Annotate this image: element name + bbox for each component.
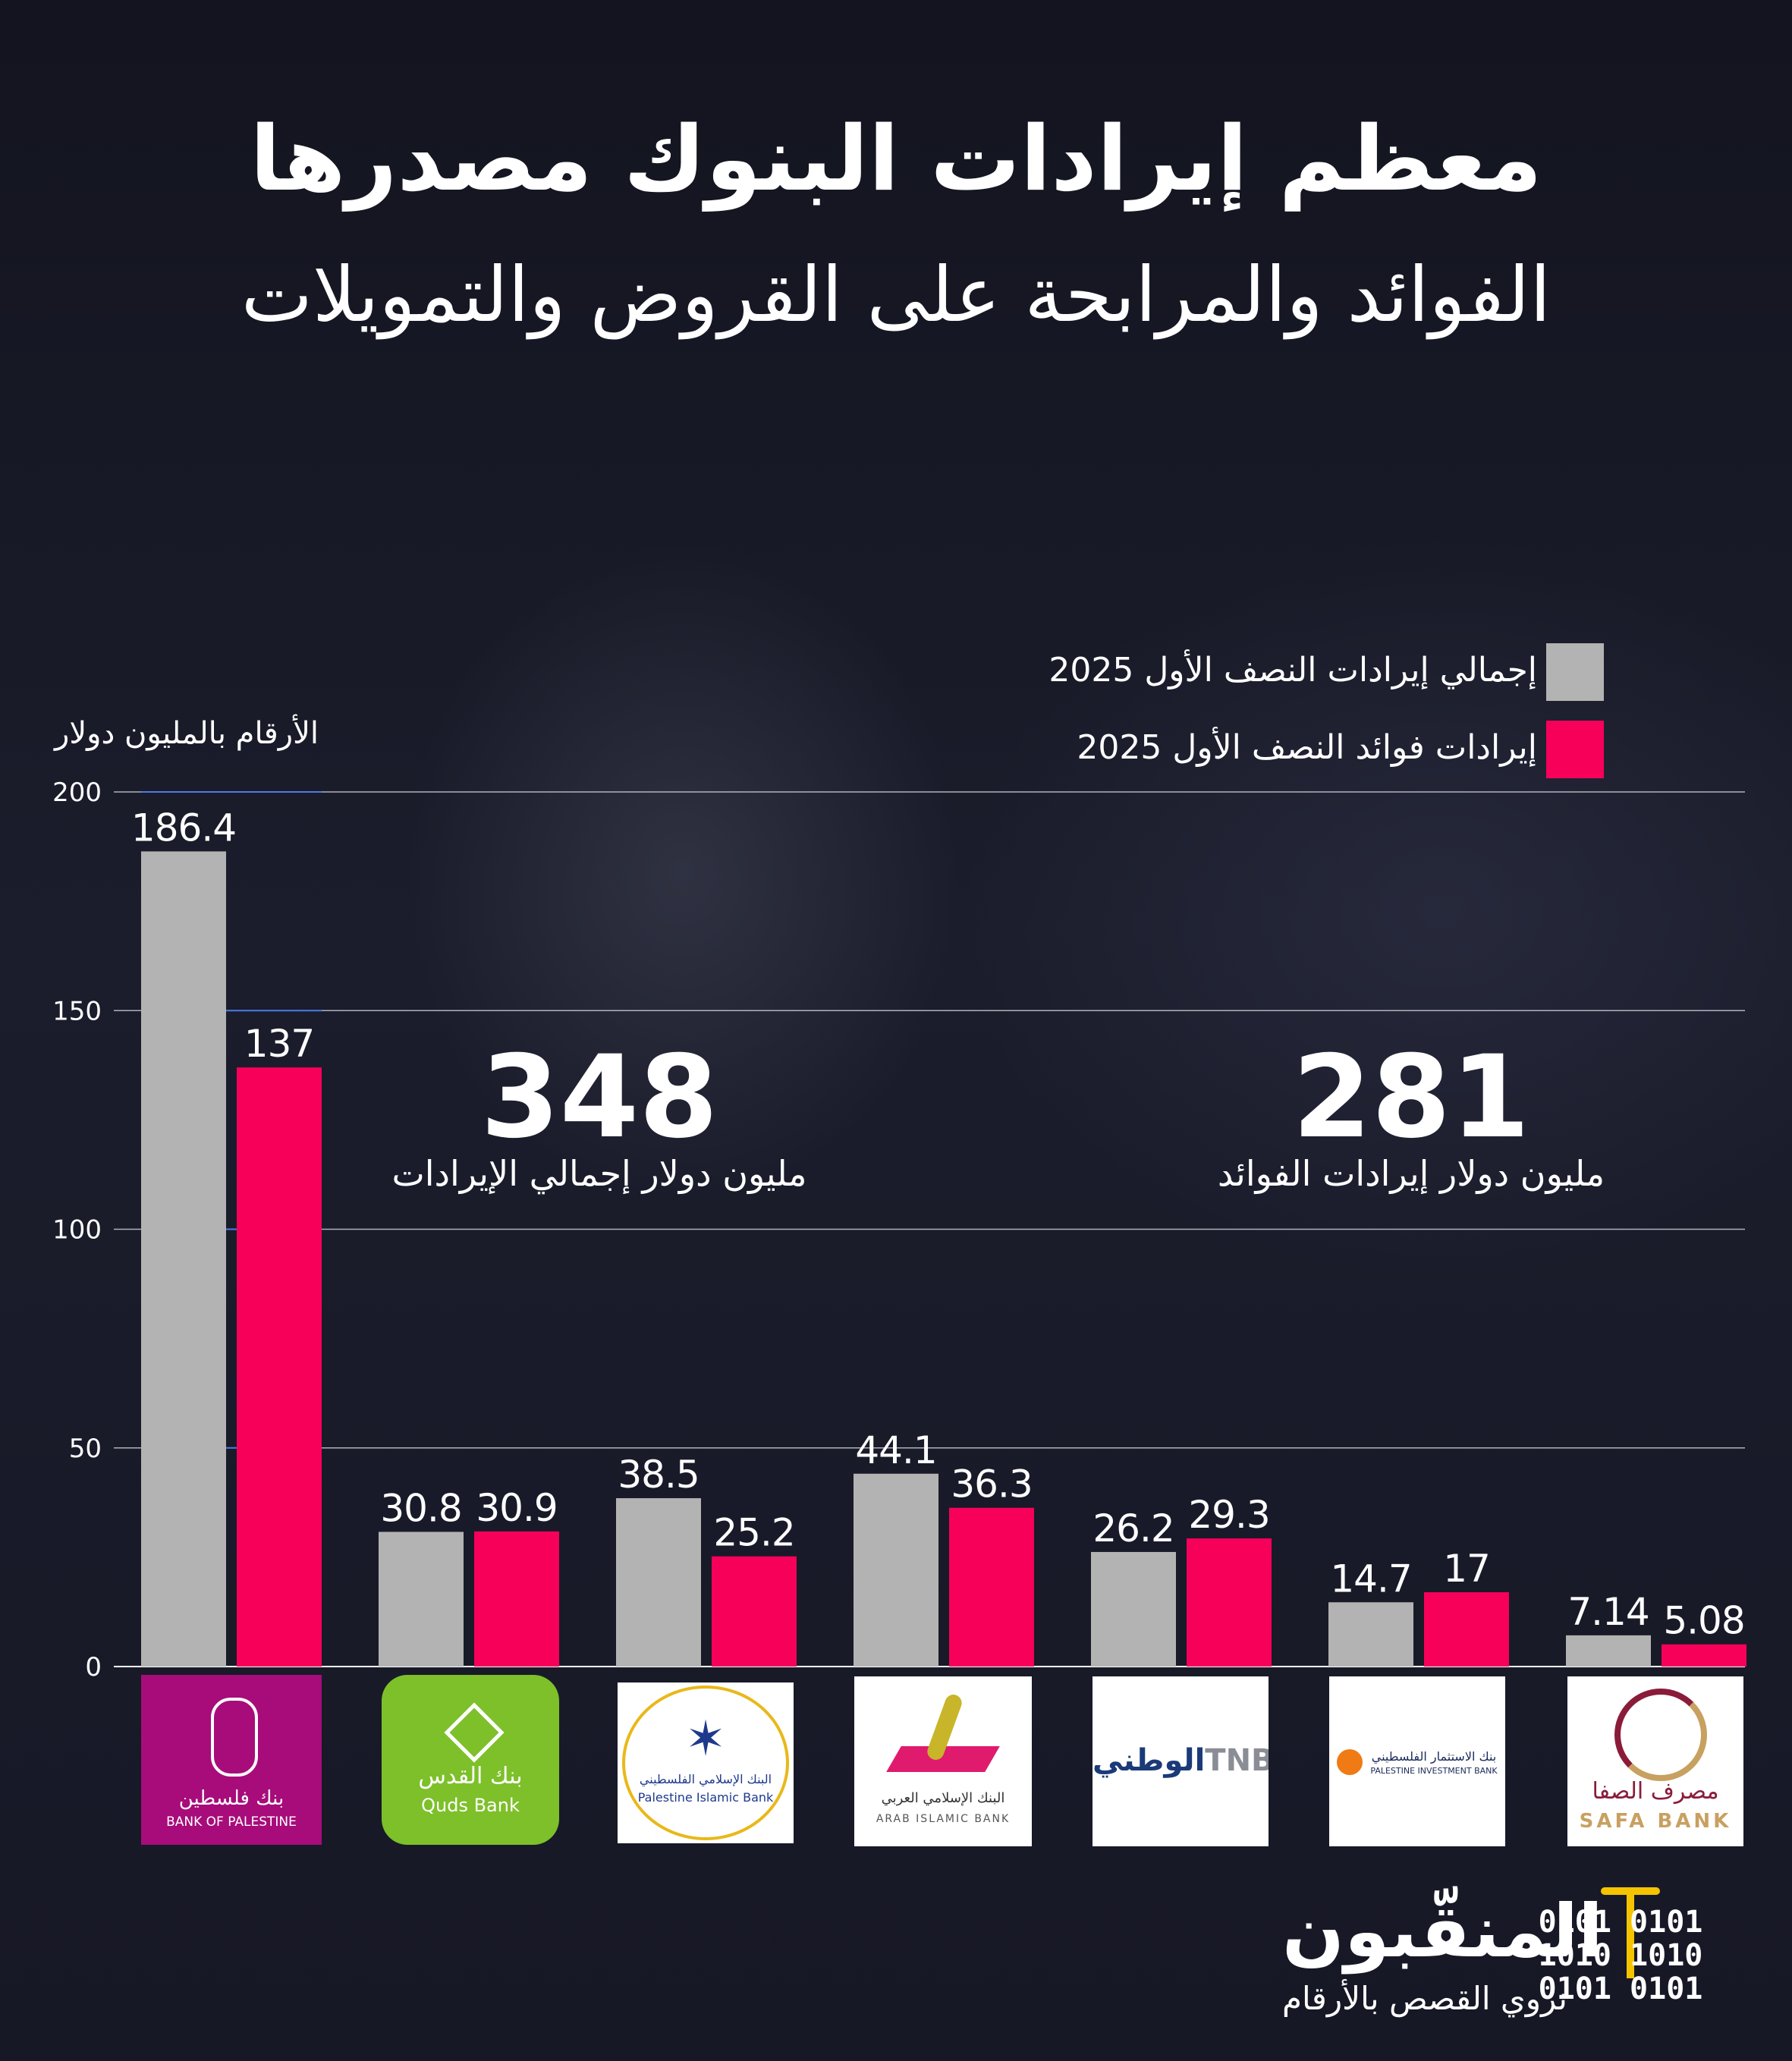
logo-palestine-investment-bank: بنك الاستثمار الفلسطيني PALESTINE INVEST… [1329, 1676, 1505, 1846]
bar-interest [237, 1067, 322, 1667]
brand-tagline: نروي القصص بالأرقام [1282, 1980, 1567, 2017]
data-label: 30.9 [476, 1486, 557, 1530]
logo-palestine-islamic-bank: ✶ البنك الإسلامي الفلسطيني Palestine Isl… [618, 1682, 794, 1843]
bar-total [379, 1532, 464, 1667]
bar-total [1091, 1551, 1176, 1667]
data-label: 25.2 [713, 1511, 794, 1555]
data-label: 44.1 [855, 1428, 936, 1472]
interest-revenue-value: 281 [1292, 1032, 1530, 1164]
logo-name-en: BANK OF PALESTINE [166, 1814, 297, 1830]
logo-name-en: Palestine Islamic Bank [637, 1790, 774, 1805]
bank-emblem-icon [444, 1702, 505, 1763]
logo-name-en: TNB [1205, 1743, 1269, 1778]
total-revenue-value: 348 [480, 1032, 718, 1164]
data-label: 30.8 [380, 1486, 461, 1530]
logo-name-ar: بنك فلسطين [178, 1787, 285, 1810]
bar-interest [1662, 1644, 1746, 1667]
unit-note: الأرقام بالمليون دولار [55, 716, 319, 751]
bar-total [616, 1498, 701, 1667]
data-label: 7.14 [1567, 1590, 1649, 1634]
logo-name-en: ARAB ISLAMIC BANK [876, 1813, 1011, 1825]
bar-total [854, 1473, 938, 1667]
logo-name-ar: البنك الإسلامي الفلسطيني [639, 1772, 772, 1786]
bar-interest [949, 1507, 1034, 1667]
logo-name-en: SAFA BANK [1579, 1810, 1732, 1833]
legend-swatch-total [1546, 643, 1604, 701]
bank-emblem-icon [211, 1698, 258, 1777]
logo-wordmark: الوطنيTNB [1092, 1743, 1269, 1778]
data-label: 29.3 [1188, 1493, 1269, 1537]
y-tick-label: 200 [52, 778, 102, 808]
logo-swirl-icon [1614, 1689, 1707, 1781]
chart-subtitle: الفوائد والمرابحة على القروض والتمويلات [241, 250, 1551, 339]
data-label: 186.4 [131, 806, 236, 850]
bar-total [141, 851, 226, 1667]
data-label: 36.3 [951, 1462, 1032, 1506]
bar-total [1566, 1635, 1651, 1667]
logo-quds-bank: بنك القدس Quds Bank [382, 1675, 559, 1845]
logo-safa-bank: مصرف الصفا SAFA BANK [1567, 1676, 1743, 1846]
bar-interest [474, 1531, 559, 1667]
legend-label-interest: إيرادات فوائد النصف الأول 2025 [1077, 728, 1537, 767]
brand-name: المنقّبون [1282, 1889, 1603, 1974]
data-label: 5.08 [1663, 1599, 1744, 1643]
star-icon: ✶ [685, 1711, 726, 1767]
brand-binary-mark: 0101 0101 1010 1010 0101 0101 [1538, 1905, 1703, 2006]
logo-arab-islamic-bank: البنك الإسلامي العربي ARAB ISLAMIC BANK [854, 1676, 1032, 1846]
y-tick-label: 100 [52, 1215, 102, 1246]
data-label: 14.7 [1330, 1557, 1411, 1601]
logo-name-ar: بنك القدس [418, 1763, 523, 1789]
interest-revenue-caption: مليون دولار إيرادات الفوائد [1217, 1153, 1605, 1194]
bar-interest [1187, 1538, 1272, 1667]
chart-title: معظم إيرادات البنوك مصدرها [250, 106, 1542, 211]
y-tick-label: 0 [85, 1652, 102, 1682]
data-label: 17 [1443, 1547, 1490, 1591]
logo-name-ar: مصرف الصفا [1592, 1778, 1719, 1805]
data-label: 26.2 [1092, 1506, 1174, 1550]
logo-mark-icon [1337, 1749, 1363, 1775]
data-label: 38.5 [618, 1453, 699, 1497]
data-label: 137 [244, 1022, 314, 1066]
total-revenue-caption: مليون دولار إجمالي الإيرادات [391, 1153, 807, 1194]
logo-bank-of-palestine: بنك فلسطين BANK OF PALESTINE [141, 1675, 322, 1845]
logo-ring [622, 1686, 789, 1840]
bar-interest [712, 1556, 797, 1667]
logo-name-en: PALESTINE INVESTMENT BANK [1370, 1766, 1498, 1776]
legend-label-total: إجمالي إيرادات النصف الأول 2025 [1048, 651, 1537, 690]
logo-name-en: Quds Bank [421, 1795, 520, 1816]
logo-name-ar: بنك الاستثمار الفلسطيني [1371, 1749, 1497, 1764]
logo-tnb: الوطنيTNB [1092, 1676, 1269, 1846]
y-tick-label: 50 [69, 1434, 102, 1464]
logo-name-ar: البنك الإسلامي العربي [881, 1790, 1005, 1806]
brand-pick-icon [1627, 1887, 1634, 1978]
bar-total [1328, 1602, 1413, 1667]
brand-pick-head-icon [1601, 1887, 1660, 1895]
legend-swatch-interest [1546, 721, 1604, 778]
bar-interest [1424, 1591, 1509, 1667]
y-tick-label: 150 [52, 996, 102, 1026]
logo-name-ar: الوطني [1092, 1743, 1206, 1778]
